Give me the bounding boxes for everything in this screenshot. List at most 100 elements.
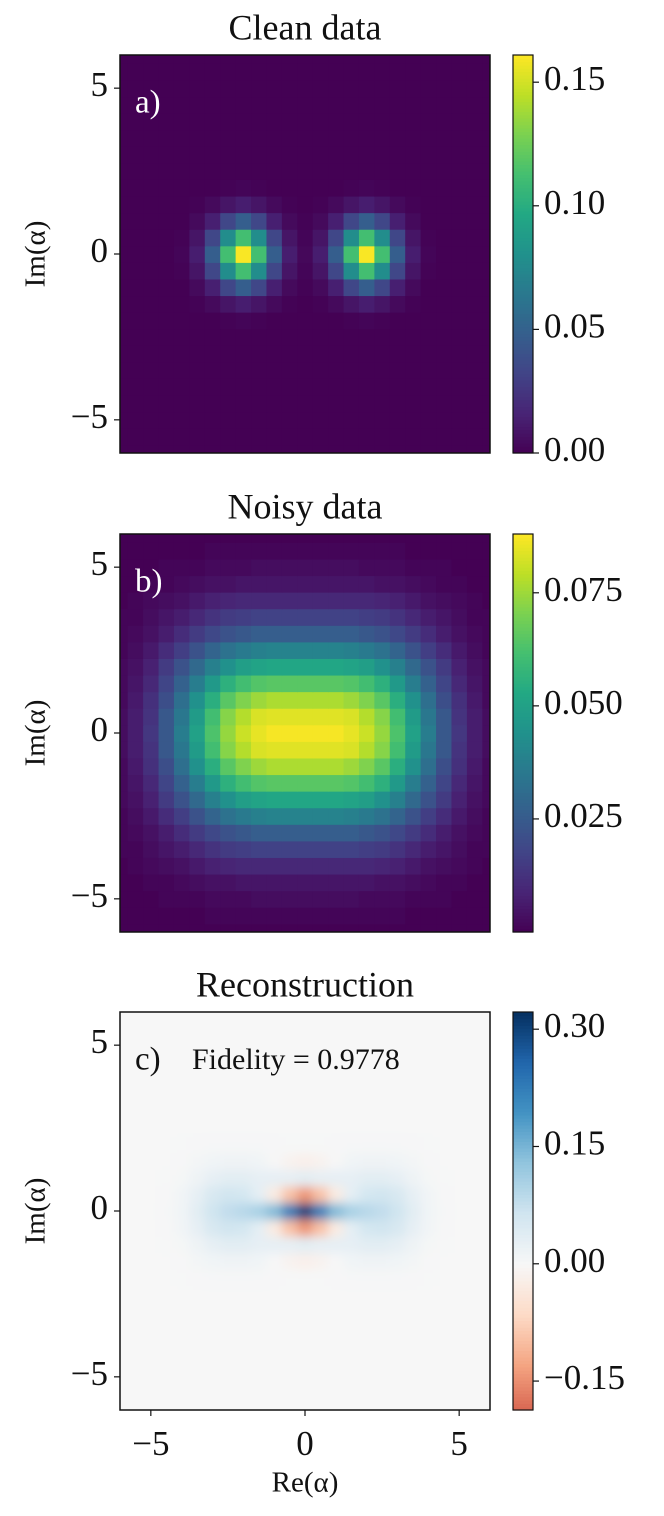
colorbar-segment [513,227,533,232]
heatmap-cell [143,411,160,429]
heatmap-cell [127,113,144,131]
heatmap-cell [251,890,268,908]
heatmap-cell [251,575,268,593]
heatmap-cell [328,378,345,396]
heatmap-cell [281,428,298,446]
heatmap-cell [328,162,345,180]
heatmap-cell [328,890,345,908]
heatmap-cell [173,757,190,776]
heatmap-cell [220,312,237,330]
heatmap-cell [204,96,221,114]
heatmap-cell [143,1318,160,1336]
heatmap-cell [405,1119,422,1137]
heatmap-cell [235,558,252,577]
colorbar-segment [513,240,533,245]
heatmap-cell [251,179,268,197]
heatmap-cell [281,229,298,247]
colorbar-segment [513,257,533,262]
colorbar-segment [513,1214,533,1219]
heatmap-cell [358,1103,375,1121]
heatmap-cell [328,641,345,659]
heatmap-cell [312,278,329,297]
heatmap-cell [389,1219,406,1237]
heatmap-cell [405,361,422,379]
colorbar-segment [513,403,533,408]
heatmap-cell [374,1169,391,1187]
colorbar-segment [513,147,533,152]
heatmap-cell [328,534,345,543]
heatmap-cell [482,179,490,197]
colorbar-segment [513,733,533,737]
heatmap-cell [405,873,422,892]
heatmap-cell [297,378,314,396]
heatmap-cell [405,1269,422,1287]
colorbar-tick-label: 0.15 [544,1124,605,1163]
heatmap-cell [482,741,490,759]
heatmap-cell [328,55,345,64]
colorbar-segment [513,131,533,136]
heatmap-cell [389,542,406,560]
heatmap-cell [420,1235,437,1254]
heatmap-cell [343,1086,360,1104]
colorbar-tick-label: 0.15 [544,59,605,98]
colorbar-segment [513,416,533,421]
heatmap-cell [389,1186,406,1204]
colorbar-segment [513,543,533,548]
heatmap-cell [436,1285,453,1303]
heatmap-cell [451,791,468,809]
heatmap-cell [266,1318,283,1336]
heatmap-cell [312,907,329,925]
heatmap-cell [312,873,329,892]
colorbar-tick-label: 0.10 [544,183,605,222]
heatmap-cell [266,840,283,858]
heatmap-cell [374,1053,391,1071]
heatmap-cell [312,1070,329,1088]
heatmap-cell [374,741,391,759]
heatmap-cell [389,873,406,892]
heatmap-cell [482,1169,490,1187]
colorbar-segment [513,363,533,368]
heatmap-cell [266,1169,283,1187]
colorbar-segment [513,912,533,917]
heatmap-cell [451,245,468,263]
heatmap-cell [436,146,453,164]
heatmap-cell [204,1036,221,1055]
heatmap-cell [235,1086,252,1104]
heatmap-cell [281,1103,298,1121]
heatmap-cell [389,741,406,759]
heatmap-cell [235,229,252,247]
colorbar-segment [513,1041,533,1046]
heatmap-cell [189,312,206,330]
heatmap-cell [343,262,360,280]
heatmap-cell [158,625,175,643]
heatmap-cell [482,295,490,313]
heatmap-cell [235,1401,252,1410]
heatmap-cell [120,428,129,446]
heatmap-cell [374,674,391,693]
heatmap-cell [220,923,237,932]
heatmap-cell [297,1219,314,1237]
heatmap-cell [312,641,329,659]
heatmap-cell [343,708,360,726]
heatmap-cell [281,558,298,577]
heatmap-cell [343,807,360,825]
heatmap-cell [466,1202,483,1220]
y-tick-label: 5 [91,65,109,104]
heatmap-cell [158,345,175,363]
heatmap-cell [328,1020,345,1038]
heatmap-cell [343,79,360,98]
heatmap-cell [120,1302,129,1320]
heatmap-cell [328,411,345,429]
heatmap-cell [312,428,329,446]
heatmap-cell [235,592,252,610]
heatmap-cell [143,923,160,932]
heatmap-cell [405,542,422,560]
colorbar-segment [513,1393,533,1398]
colorbar-segment [513,703,533,708]
heatmap-cell [204,824,221,842]
heatmap-cell [281,1219,298,1237]
heatmap-cell [389,195,406,214]
heatmap-cell [374,328,391,346]
plot-area [120,55,490,453]
heatmap-cell [204,625,221,643]
